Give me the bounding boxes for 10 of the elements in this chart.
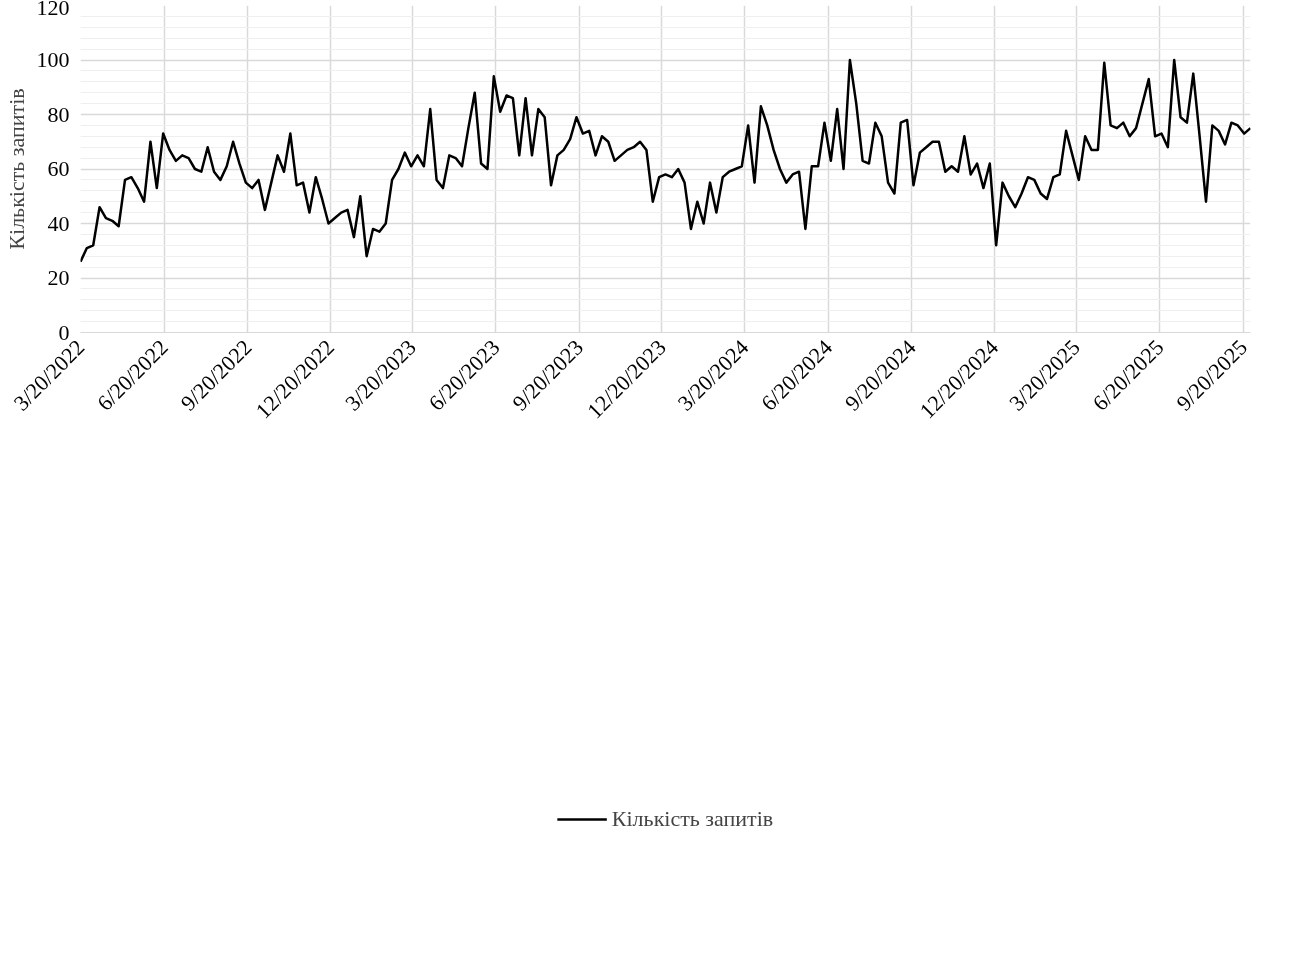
y-tick-label: 0 [58, 319, 70, 345]
legend-label: Кількість запитів [611, 805, 774, 832]
y-tick-label: 80 [47, 101, 70, 127]
y-tick-label: 40 [47, 210, 70, 236]
y-tick-label: 20 [47, 265, 70, 290]
y-tick-label: 100 [36, 47, 70, 72]
y-tick-label: 120 [36, 0, 70, 20]
y-tick-label: 60 [47, 156, 70, 181]
line-series [80, 58, 1251, 263]
y-axis-title: Кількість запитів [3, 88, 29, 250]
